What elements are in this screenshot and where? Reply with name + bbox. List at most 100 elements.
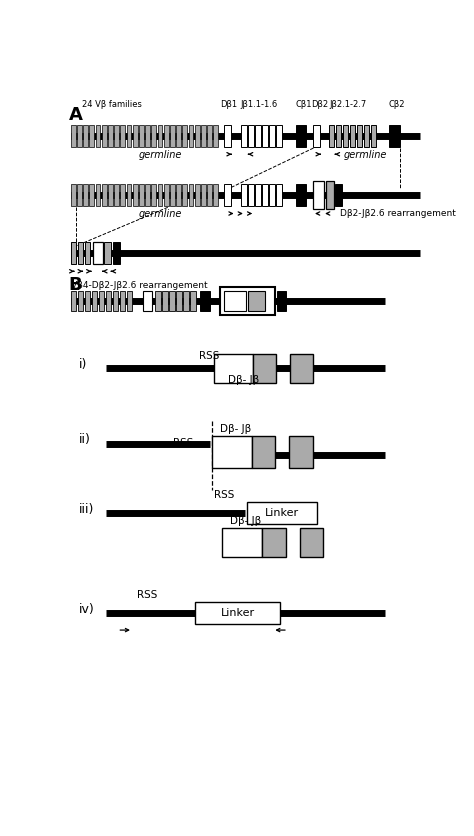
Bar (207, 125, 212, 146)
Bar (276, 184, 282, 206)
Bar (253, 354, 276, 383)
Text: Vβ4-Dβ2-Jβ2.6 rearrangement: Vβ4-Dβ2-Jβ2.6 rearrangement (71, 281, 208, 289)
Bar (262, 125, 268, 146)
Bar (336, 125, 341, 146)
Bar (96, 184, 100, 206)
Bar (212, 436, 252, 468)
Text: germline: germline (344, 150, 387, 160)
Bar (102, 125, 107, 146)
Bar (269, 125, 275, 146)
Bar (182, 125, 187, 146)
Text: iii): iii) (79, 502, 94, 516)
Bar (313, 181, 324, 209)
Bar (158, 125, 162, 146)
Text: Dβ- Jβ: Dβ- Jβ (219, 424, 251, 434)
Bar (143, 291, 152, 311)
Bar (83, 125, 88, 146)
Bar (255, 125, 261, 146)
Bar (176, 291, 182, 311)
Text: Dβ2: Dβ2 (311, 100, 328, 110)
Bar (247, 291, 264, 311)
Bar (241, 125, 247, 146)
Bar (158, 184, 162, 206)
Bar (170, 125, 175, 146)
Text: Linker: Linker (264, 508, 299, 518)
Bar (255, 184, 261, 206)
Bar (90, 184, 94, 206)
Bar (96, 125, 100, 146)
Bar (335, 184, 342, 206)
Bar (183, 291, 189, 311)
Bar (71, 242, 76, 263)
Bar (189, 125, 193, 146)
Bar (83, 184, 88, 206)
Text: Jβ1.1-1.6: Jβ1.1-1.6 (241, 100, 278, 110)
Text: Jβ2.1-2.7: Jβ2.1-2.7 (329, 100, 366, 110)
Bar (102, 184, 107, 206)
Bar (120, 291, 125, 311)
Bar (176, 125, 181, 146)
Bar (162, 291, 168, 311)
Text: RSS: RSS (199, 351, 219, 361)
Bar (133, 125, 137, 146)
Bar (220, 288, 275, 315)
Bar (224, 291, 246, 311)
Bar (252, 436, 275, 468)
Bar (222, 528, 262, 557)
Bar (85, 242, 90, 263)
Bar (145, 125, 150, 146)
Bar (113, 242, 120, 263)
Bar (113, 291, 118, 311)
Bar (329, 125, 334, 146)
Bar (139, 184, 144, 206)
Text: A: A (69, 106, 82, 125)
Bar (296, 125, 307, 146)
Bar (108, 184, 113, 206)
Bar (155, 291, 161, 311)
Bar (169, 291, 175, 311)
Bar (71, 184, 75, 206)
Bar (152, 125, 156, 146)
Bar (170, 184, 175, 206)
Bar (93, 242, 103, 263)
Bar (78, 242, 83, 263)
Bar (364, 125, 369, 146)
Text: Linker: Linker (220, 608, 255, 618)
Bar (201, 184, 206, 206)
Bar (127, 184, 131, 206)
Bar (276, 125, 282, 146)
Bar (120, 125, 125, 146)
Bar (371, 125, 376, 146)
Bar (213, 184, 218, 206)
Bar (164, 184, 169, 206)
Bar (300, 528, 323, 557)
Bar (224, 125, 230, 146)
Text: RSS: RSS (214, 490, 235, 500)
Text: i): i) (79, 358, 87, 371)
Text: germline: germline (138, 150, 182, 160)
Bar (201, 291, 210, 311)
Text: RSS: RSS (137, 590, 157, 600)
Bar (77, 184, 82, 206)
Bar (224, 184, 230, 206)
Bar (326, 181, 334, 209)
Bar (71, 125, 75, 146)
Bar (269, 184, 275, 206)
Bar (104, 242, 111, 263)
Bar (195, 125, 200, 146)
Text: Dβ1: Dβ1 (220, 100, 237, 110)
Bar (350, 125, 356, 146)
Text: Dβ2-Jβ2.6 rearrangement: Dβ2-Jβ2.6 rearrangement (340, 209, 456, 218)
Bar (390, 125, 400, 146)
Bar (207, 184, 212, 206)
Bar (190, 291, 196, 311)
Bar (262, 184, 268, 206)
Bar (176, 184, 181, 206)
Bar (114, 184, 119, 206)
Bar (189, 184, 193, 206)
Bar (195, 184, 200, 206)
Text: ii): ii) (79, 433, 91, 446)
Bar (78, 291, 83, 311)
Bar (127, 125, 131, 146)
Text: germline: germline (138, 209, 182, 219)
